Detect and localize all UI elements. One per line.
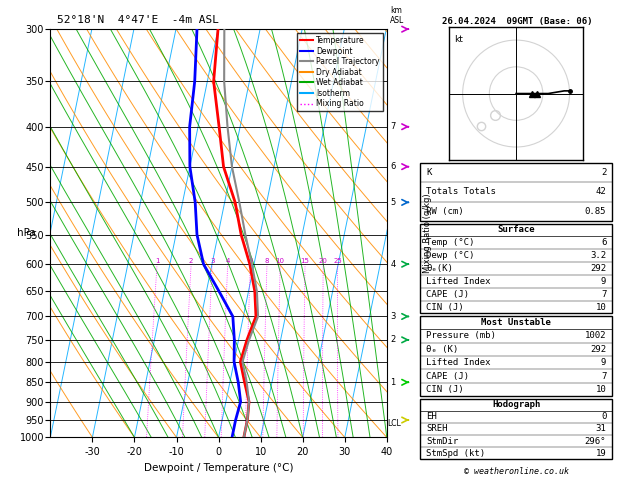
Text: Pressure (mb): Pressure (mb) [426,331,496,341]
Text: 4: 4 [390,260,396,269]
Text: θₑ(K): θₑ(K) [426,264,453,273]
Text: 10: 10 [276,258,285,264]
Text: Most Unstable: Most Unstable [481,318,551,327]
Text: 296°: 296° [585,436,606,446]
Text: 0: 0 [601,412,606,421]
Text: Temp (°C): Temp (°C) [426,238,474,247]
Text: 6: 6 [390,162,396,171]
Text: 26.04.2024  09GMT (Base: 06): 26.04.2024 09GMT (Base: 06) [442,17,593,26]
Text: 8: 8 [265,258,269,264]
Text: Hodograph: Hodograph [492,400,540,409]
Legend: Temperature, Dewpoint, Parcel Trajectory, Dry Adiabat, Wet Adiabat, Isotherm, Mi: Temperature, Dewpoint, Parcel Trajectory… [297,33,383,111]
Text: 7: 7 [601,290,606,299]
Text: 1: 1 [390,378,396,387]
Text: θₑ (K): θₑ (K) [426,345,458,354]
Text: 10: 10 [596,303,606,312]
Text: K: K [426,168,431,177]
Text: EH: EH [426,412,437,421]
Text: Surface: Surface [498,226,535,234]
Text: 3.2: 3.2 [590,251,606,260]
Text: CAPE (J): CAPE (J) [426,371,469,381]
Text: CIN (J): CIN (J) [426,385,464,394]
Text: © weatheronline.co.uk: © weatheronline.co.uk [464,467,569,476]
Text: Lifted Index: Lifted Index [426,358,491,367]
Text: 9: 9 [601,358,606,367]
Text: 5: 5 [390,198,396,207]
Text: 42: 42 [596,188,606,196]
Text: 292: 292 [590,264,606,273]
Text: PW (cm): PW (cm) [426,207,464,216]
Text: 4: 4 [226,258,230,264]
Text: Lifted Index: Lifted Index [426,277,491,286]
Text: km
ASL: km ASL [390,6,404,25]
Text: 7: 7 [601,371,606,381]
Text: 1002: 1002 [585,331,606,341]
Text: 2: 2 [601,168,606,177]
Text: Dewp (°C): Dewp (°C) [426,251,474,260]
Text: 0.85: 0.85 [585,207,606,216]
Text: hPa: hPa [18,228,36,238]
X-axis label: Dewpoint / Temperature (°C): Dewpoint / Temperature (°C) [144,463,293,473]
Text: StmSpd (kt): StmSpd (kt) [426,449,485,458]
Text: 7: 7 [390,122,396,131]
Text: StmDir: StmDir [426,436,458,446]
Text: LCL: LCL [387,419,401,428]
Text: 2: 2 [390,335,396,345]
Text: Mixing Ratio (g/kg): Mixing Ratio (g/kg) [423,193,431,273]
Text: 6: 6 [601,238,606,247]
Text: 3: 3 [390,312,396,321]
Text: Totals Totals: Totals Totals [426,188,496,196]
Text: 25: 25 [333,258,342,264]
Text: CIN (J): CIN (J) [426,303,464,312]
Text: 19: 19 [596,449,606,458]
Text: 1: 1 [155,258,159,264]
Text: SREH: SREH [426,424,447,434]
Text: 9: 9 [601,277,606,286]
Text: 292: 292 [590,345,606,354]
Text: kt: kt [455,35,464,44]
Text: 2: 2 [189,258,193,264]
Text: 52°18'N  4°47'E  -4m ASL: 52°18'N 4°47'E -4m ASL [57,15,219,25]
Text: 10: 10 [596,385,606,394]
Text: CAPE (J): CAPE (J) [426,290,469,299]
Text: 6: 6 [248,258,253,264]
Text: 31: 31 [596,424,606,434]
Text: 20: 20 [319,258,328,264]
Text: 15: 15 [301,258,309,264]
Text: 3: 3 [210,258,214,264]
